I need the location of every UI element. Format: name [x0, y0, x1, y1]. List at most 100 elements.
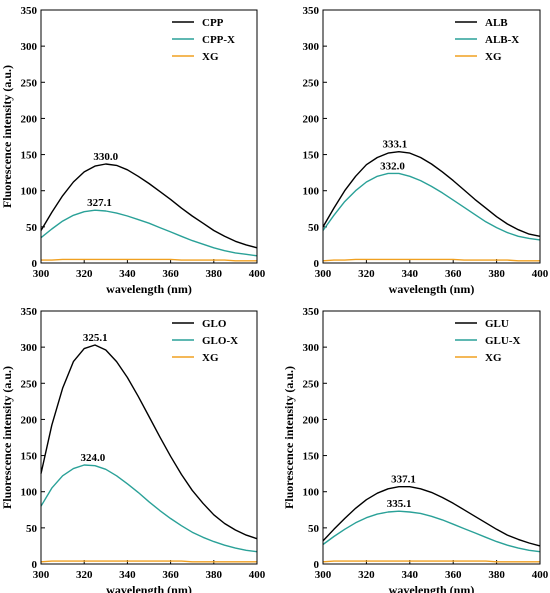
- x-tick-label: 360: [445, 569, 462, 581]
- x-tick-label: 360: [445, 268, 462, 280]
- y-tick-label: 0: [32, 258, 38, 270]
- y-tick-label: 300: [303, 41, 320, 53]
- series-line-glu: [322, 486, 541, 547]
- plot-frame: [322, 9, 541, 264]
- y-tick-label: 200: [303, 113, 320, 125]
- plot-frame: [322, 310, 541, 565]
- x-tick-label: 300: [315, 268, 332, 280]
- peak-label: 324.0: [80, 452, 105, 464]
- x-tick-label: 300: [315, 569, 332, 581]
- peak-label: 327.1: [87, 197, 112, 209]
- y-tick-label: 100: [21, 487, 38, 499]
- legend-label: GLO-X: [202, 335, 238, 347]
- legend-label: GLO: [202, 318, 227, 330]
- plot-frame: [40, 310, 258, 565]
- peak-label: 330.0: [93, 151, 118, 163]
- y-tick-label: 300: [21, 41, 38, 53]
- legend-label: XG: [485, 352, 502, 364]
- x-tick-label: 380: [206, 569, 223, 581]
- x-axis-label: wavelength (nm): [106, 282, 192, 296]
- y-tick-label: 0: [32, 559, 38, 571]
- chart-panel-1: 0 50 100 150 200 250 300 350 300 320 340 360 380 400 w…: [0, 5, 266, 296]
- y-tick-label: 350: [21, 306, 38, 318]
- x-tick-label: 340: [119, 569, 136, 581]
- y-tick-label: 250: [303, 378, 320, 390]
- chart-panel-4: 0 50 100 150 200 250 300 350 300 320 340 360 380 400 w…: [282, 306, 549, 593]
- x-tick-label: 380: [488, 569, 505, 581]
- y-tick-label: 50: [308, 222, 320, 234]
- y-tick-label: 0: [314, 559, 320, 571]
- x-tick-label: 360: [162, 268, 179, 280]
- series-line-alb-x: [322, 172, 541, 241]
- peak-label: 333.1: [382, 139, 407, 151]
- legend-label: ALB: [485, 17, 508, 29]
- peak-label: 332.0: [380, 160, 405, 172]
- y-tick-label: 300: [303, 342, 320, 354]
- y-tick-label: 200: [21, 414, 38, 426]
- x-axis-label: wavelength (nm): [106, 583, 192, 593]
- chart-panel-2: 0 50 100 150 200 250 300 350 300 320 340 360 380 400 w…: [303, 5, 549, 296]
- series-line-xg: [322, 560, 540, 563]
- y-tick-label: 100: [303, 487, 320, 499]
- legend-label: GLU: [485, 318, 509, 330]
- y-tick-label: 350: [303, 306, 320, 318]
- x-tick-label: 320: [358, 569, 375, 581]
- y-tick-label: 200: [303, 414, 320, 426]
- y-tick-label: 250: [21, 77, 38, 89]
- y-tick-label: 150: [21, 150, 38, 162]
- series-line-xg: [40, 560, 257, 563]
- x-tick-label: 380: [488, 268, 505, 280]
- x-tick-label: 360: [162, 569, 179, 581]
- series-line-glo: [40, 344, 258, 540]
- y-tick-label: 0: [314, 258, 320, 270]
- x-tick-label: 340: [119, 268, 136, 280]
- x-tick-label: 400: [532, 569, 549, 581]
- x-tick-label: 300: [33, 569, 50, 581]
- series-line-xg: [322, 258, 540, 262]
- y-tick-label: 50: [308, 523, 320, 535]
- plot-frame: [40, 9, 258, 264]
- legend-label: GLU-X: [485, 335, 521, 347]
- y-tick-label: 150: [21, 451, 38, 463]
- x-tick-label: 300: [33, 268, 50, 280]
- legend-label: ALB-X: [485, 34, 519, 46]
- x-axis-label: wavelength (nm): [389, 583, 475, 593]
- chart-panel-3: 0 50 100 150 200 250 300 350 300 320 340 360 380 400 w…: [0, 306, 266, 593]
- y-tick-label: 350: [21, 5, 38, 17]
- y-tick-label: 150: [303, 451, 320, 463]
- legend-label: CPP: [202, 17, 224, 29]
- series-line-cpp-x: [40, 209, 258, 257]
- x-tick-label: 380: [206, 268, 223, 280]
- y-tick-label: 200: [21, 113, 38, 125]
- x-tick-label: 340: [402, 268, 419, 280]
- y-tick-label: 100: [21, 186, 38, 198]
- x-tick-label: 340: [402, 569, 419, 581]
- y-tick-label: 50: [26, 222, 38, 234]
- y-tick-label: 300: [21, 342, 38, 354]
- x-tick-label: 320: [76, 268, 93, 280]
- series-line-xg: [41, 258, 257, 262]
- y-tick-label: 150: [303, 150, 320, 162]
- y-axis-label: Fluorescence intensity (a.u.): [0, 65, 14, 208]
- x-tick-label: 400: [249, 569, 266, 581]
- x-tick-label: 400: [532, 268, 549, 280]
- legend-label: XG: [485, 51, 502, 63]
- series-line-alb: [322, 150, 541, 237]
- y-axis-label: Fluorescence intensity (a.u.): [0, 366, 14, 509]
- legend-label: XG: [202, 352, 219, 364]
- y-tick-label: 350: [303, 5, 320, 17]
- peak-label: 325.1: [83, 332, 108, 344]
- series-line-cpp: [40, 163, 258, 249]
- legend-label: CPP-X: [202, 34, 235, 46]
- y-tick-label: 50: [26, 523, 38, 535]
- series-line-glo-x: [40, 464, 258, 553]
- x-tick-label: 400: [249, 268, 266, 280]
- y-tick-label: 250: [303, 77, 320, 89]
- series-line-glu-x: [322, 510, 541, 553]
- x-axis-label: wavelength (nm): [389, 282, 475, 296]
- x-tick-label: 320: [358, 268, 375, 280]
- legend-label: XG: [202, 51, 219, 63]
- y-tick-label: 100: [303, 186, 320, 198]
- y-tick-label: 250: [21, 378, 38, 390]
- x-tick-label: 320: [76, 569, 93, 581]
